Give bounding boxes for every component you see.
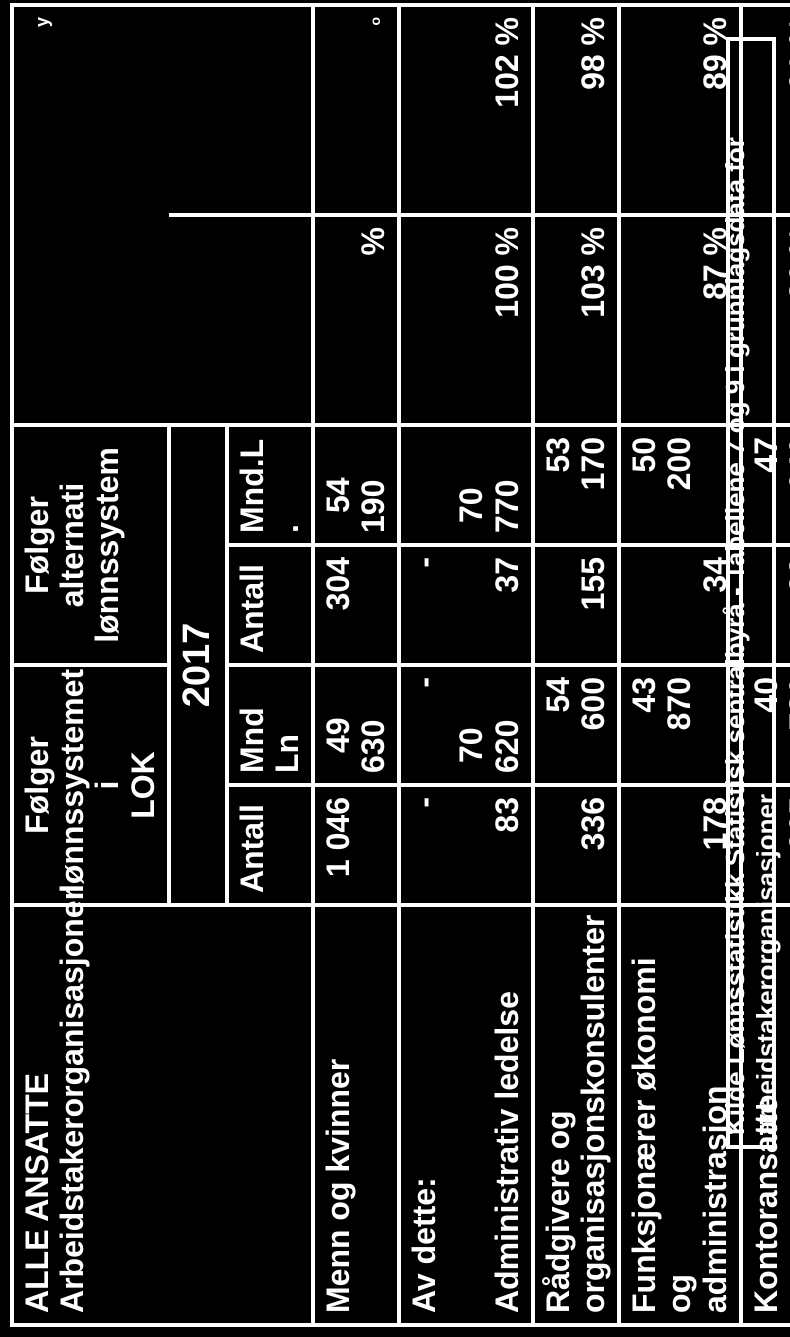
row-avdette-pct2 [399,5,448,215]
cell-pct1: 100 % [448,215,532,425]
cell-mndln: 70 620 [448,665,532,785]
subhead-pct2-blank [227,5,313,215]
year-cell: 2017 [169,425,227,905]
col-antall-1: Antall [227,785,313,905]
year-row-pct1-blank [169,215,227,425]
row-avdette-antall2: - [399,545,448,665]
row-avdette-pct1 [399,215,448,425]
source-text: Kilde Lønnsstatistikk Statistisk sentral… [720,51,782,1135]
row-total-mndl2: 54 190 [313,425,399,545]
cell-mndl2: 53 170 [533,425,619,545]
row-total-antall1: 1 046 [313,785,399,905]
cell-pct2: 98 % [533,5,619,215]
group-header-alt: Følger alternati lønnssystem [12,425,169,665]
cell-antall1: 83 [448,785,532,905]
cell-antall2: 155 [533,545,619,665]
group-header-lok: Følger lønnssystemet i LOK [12,665,169,905]
y-marker: y [12,5,169,215]
col-antall-2: Antall [227,545,313,665]
year-row-pct2-blank [169,5,227,215]
year-row-label-blank [169,905,227,1325]
cell-mndln: 54 600 [533,665,619,785]
cell-pct2: 102 % [448,5,532,215]
row-avdette-mndln: - [399,665,448,785]
cell-antall2: 37 [448,545,532,665]
subhead-blank [227,905,313,1325]
row-total-label: Menn og kvinner [313,905,399,1325]
cell-label: Administrativ ledelse [448,905,532,1325]
title-line1: ALLE ANSATTE [19,1073,55,1313]
row-total-mndln: 49 630 [313,665,399,785]
table-row: Administrativ ledelse 83 70 620 37 70 77… [448,5,532,1325]
row-avdette-label: Av dette: [399,905,448,1325]
row-total-antall2: 304 [313,545,399,665]
table-row: Rådgivere og organisasjonskonsulenter 33… [533,5,619,1325]
salary-table: ALLE ANSATTE Arbeidstakerorganisasjoner … [10,7,790,1327]
col-mndln: Mnd Ln [227,665,313,785]
subhead-pct1-blank [227,215,313,425]
source-citation: Kilde Lønnsstatistikk Statistisk sentral… [726,37,776,1149]
row-avdette-mndl2 [399,425,448,545]
cell-pct1: 103 % [533,215,619,425]
pct-col-1-head-blank [12,215,169,425]
row-total-pct1: % [313,215,399,425]
row-total-pct2: o [313,5,399,215]
cell-antall1: 336 [533,785,619,905]
row-avdette-antall1: - [399,785,448,905]
cell-label: Rådgivere og organisasjonskonsulenter [533,905,619,1325]
col-mndl2: Mnd.L . [227,425,313,545]
table-title: ALLE ANSATTE Arbeidstakerorganisasjoner [12,905,169,1325]
title-line2: Arbeidstakerorganisasjoner [54,888,90,1313]
cell-mndl2: 70 770 [448,425,532,545]
